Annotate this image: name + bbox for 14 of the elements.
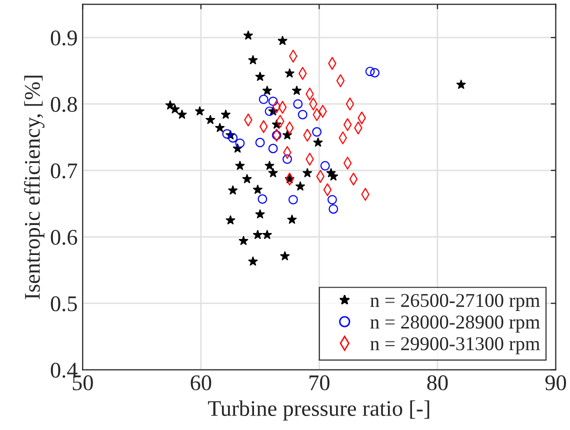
x-axis-title: Turbine pressure ratio [-] [208, 400, 430, 421]
x-tick-label: 90 [545, 375, 566, 390]
x-tick-label: 60 [190, 375, 212, 390]
y-axis-title: Isentropic efficiency, [%] [24, 76, 44, 300]
y-tick-label: 0.7 [50, 163, 78, 178]
x-tick-label: 70 [310, 375, 330, 390]
legend-label: n = 28000-28900 rpm [370, 316, 540, 333]
x-tick-label: 80 [427, 375, 448, 390]
legend-label: n = 26500-27100 rpm [370, 294, 540, 311]
y-tick-label: 0.5 [50, 296, 77, 312]
y-tick-label: 0.9 [50, 30, 77, 46]
legend-label: n = 29900-31300 rpm [370, 337, 540, 354]
y-tick-label: 0.8 [50, 96, 77, 112]
y-tick-label: 0.6 [50, 230, 78, 245]
